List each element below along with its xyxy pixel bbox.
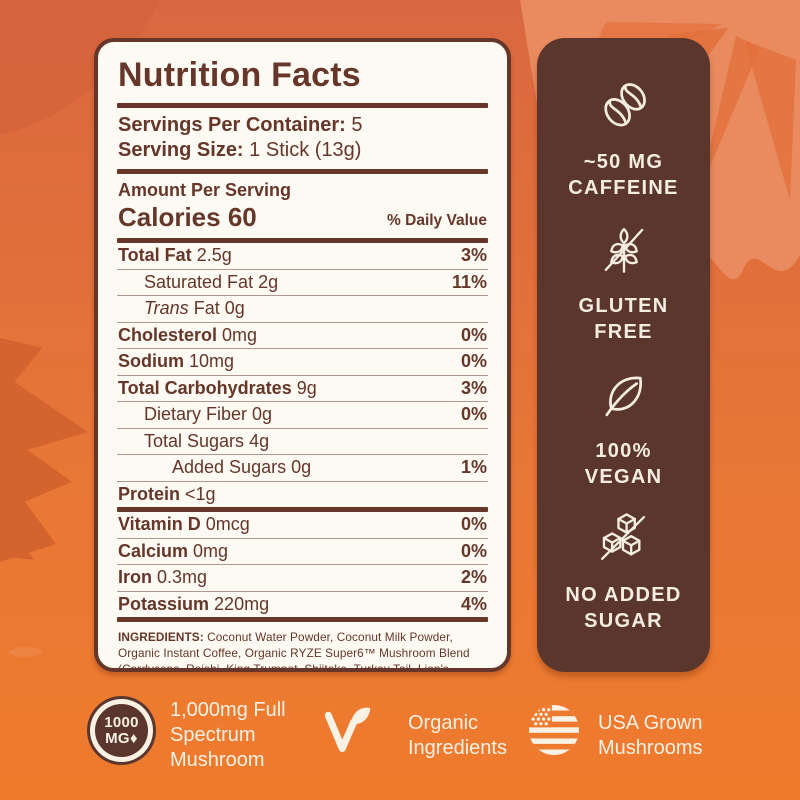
nutrient-row-potassium: Potassium 220mg 4% (117, 590, 488, 618)
claim-vegan: 100% VEGAN (585, 365, 663, 490)
vegan-v-leaf-icon (324, 707, 371, 752)
vegan-leaf-icon (604, 376, 642, 416)
nutrition-facts-title: Nutrition Facts (118, 56, 361, 94)
servings-label: Servings Per Container: (118, 114, 346, 136)
serving-info: Servings Per Container: 5 Serving Size: … (117, 108, 488, 169)
nutrient-row-iron: Iron 0.3mg 2% (117, 564, 488, 591)
nutrient-row-protein: Protein <1g (117, 480, 488, 508)
badge-full-spectrum-text: 1,000mg Full Spectrum Mushroom (170, 699, 286, 771)
claim-caffeine: ~50 MG CAFFEINE (568, 76, 678, 201)
divider-bar (117, 169, 488, 174)
calories-value: Calories 60 (118, 202, 257, 232)
nutrient-row-sodium: Sodium 10mg 0% (117, 348, 488, 375)
nutrient-row-total-fat: Total Fat 2.5g 3% (118, 245, 487, 265)
coffee-beans-icon (603, 82, 646, 126)
claim-vegan-text: 100% VEGAN (584, 439, 663, 488)
nutrient-row-vitamin-d: Vitamin D 0mcg 0% (118, 514, 487, 534)
badge-usa-grown-text: USA Grown Mushrooms (598, 712, 703, 759)
gluten-free-icon (604, 228, 643, 274)
divider-bar (117, 507, 488, 512)
serving-size-line: Serving Size: 1 Stick (13g) (118, 138, 487, 163)
divider-bar (117, 617, 488, 622)
nutrient-row-total-sugars: Total Sugars 4g (117, 427, 488, 455)
calories-row: Calories 60 % Daily Value (118, 202, 487, 233)
nutrient-row-cholesterol: Cholesterol 0mg 0% (117, 321, 488, 349)
nutrient-row-saturated-fat: Saturated Fat 2g 11% (117, 268, 488, 296)
nutrient-row-calcium: Calcium 0mg 0% (117, 537, 488, 565)
no-sugar-icon (601, 513, 646, 561)
serving-size-value: 1 Stick (13g) (249, 139, 362, 161)
nutrient-row-dietary-fiber: Dietary Fiber 0g 0% (117, 401, 488, 428)
1000mg-seal: 1000 MG♦ (90, 699, 153, 762)
nutrient-row-trans-fat: Trans Fat 0g (117, 295, 488, 322)
badge-organic-text: Organic Ingredients (408, 712, 507, 759)
serving-size-label: Serving Size: (118, 139, 244, 161)
servings-per-container-line: Servings Per Container: 5 (118, 113, 487, 138)
daily-value-header: % Daily Value (387, 212, 487, 229)
ingredients-label: INGREDIENTS: (118, 630, 204, 644)
claims-panel: ~50 MG CAFFEINE GLUTEN FREE 100% VEGAN (537, 38, 710, 672)
divider-bar (117, 238, 488, 243)
nutrition-facts-panel: Nutrition Facts Servings Per Container: … (94, 38, 511, 672)
footer-badges: 1000 MG♦ 1,000mg Full Spectrum Mushroom … (0, 694, 800, 790)
divider-bar (117, 103, 488, 108)
1000mg-seal-text: 1000 MG♦ (95, 704, 148, 757)
claim-gluten-free: GLUTEN FREE (578, 220, 668, 345)
nutrient-row-total-carbohydrates: Total Carbohydrates 9g 3% (117, 374, 488, 402)
servings-value: 5 (351, 114, 363, 136)
mineral-rows: Vitamin D 0mcg 0% Calcium 0mg 0% Iron 0.… (117, 512, 488, 617)
claim-gluten-free-text: GLUTEN FREE (578, 295, 669, 344)
nutrient-row-added-sugars: Added Sugars 0g 1% (117, 454, 488, 481)
usa-flag-icon (529, 705, 579, 755)
claim-caffeine-text: ~50 MG CAFFEINE (568, 150, 679, 199)
claim-no-added-sugar: NO ADDED SUGAR (565, 509, 681, 634)
amount-per-serving: Amount Per Serving (118, 180, 292, 200)
ingredients-text: Coconut Water Powder, Coconut Milk Powde… (118, 630, 470, 672)
ingredients-section: INGREDIENTS: Coconut Water Powder, Cocon… (117, 629, 488, 672)
claim-no-added-sugar-text: NO ADDED SUGAR (565, 584, 682, 633)
nutrient-rows: Total Fat 2.5g 3% Saturated Fat 2g 11% T… (117, 243, 488, 507)
